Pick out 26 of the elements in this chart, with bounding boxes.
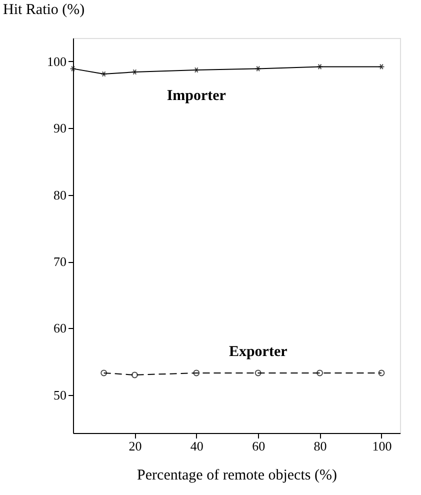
x-tick-label: 80 [314, 438, 327, 454]
point [193, 370, 200, 376]
point [100, 370, 108, 376]
point [378, 370, 385, 376]
x-axis-title: Percentage of remote objects (%) [137, 468, 337, 484]
x-tick-label: 100 [372, 438, 392, 454]
point [193, 67, 200, 73]
y-tick-label: 60 [54, 320, 66, 336]
y-axis-title: Hit Ratio (%) [3, 2, 85, 18]
series-label: Importer [166, 88, 226, 104]
point [131, 69, 138, 75]
point [254, 66, 262, 72]
y-tick-label: 90 [54, 120, 66, 136]
point [131, 372, 138, 378]
x-tick-label: 20 [128, 438, 142, 454]
x-tick-label: 40 [190, 438, 204, 454]
y-tick-label: 100 [47, 54, 66, 69]
point [316, 370, 324, 376]
series-label: Exporter [228, 344, 288, 360]
y-tick-label: 70 [54, 254, 66, 270]
point [100, 71, 108, 77]
x-tick-label: 60 [252, 438, 266, 454]
y-tick-label: 50 [54, 387, 66, 402]
point [316, 64, 324, 70]
y-tick-label: 80 [54, 187, 66, 202]
point [254, 370, 262, 376]
